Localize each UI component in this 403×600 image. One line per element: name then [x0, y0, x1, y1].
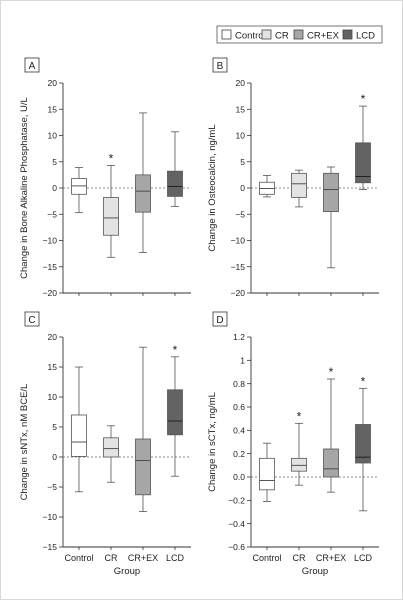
significance-marker-lcd: *	[173, 343, 178, 357]
y-tick-label: 5	[240, 157, 245, 167]
y-tick-label: −5	[235, 209, 245, 219]
y-tick-label: −0.4	[228, 519, 245, 529]
significance-marker-cr-ex: *	[329, 365, 334, 379]
box-cr-ex	[135, 438, 151, 496]
x-tick-label-lcd: LCD	[166, 553, 185, 563]
y-axis-title: Change in sNTx, nM BCE/L	[19, 384, 30, 501]
x-axis-title: Group	[302, 566, 328, 577]
box-cr	[103, 197, 119, 236]
significance-marker-lcd: *	[361, 92, 366, 106]
significance-marker-lcd: *	[361, 374, 366, 388]
box-lcd	[355, 424, 371, 464]
box-cr	[291, 457, 307, 472]
y-tick-label: 0.4	[233, 426, 245, 436]
panel-b: B −20 −15 −10 −5 0 5 10 15 20 Change in Osteocalci…	[207, 57, 379, 298]
y-tick-label: 20	[48, 332, 58, 342]
y-tick-label: 20	[48, 78, 58, 88]
y-tick-label: 5	[52, 422, 57, 432]
box-lcd	[355, 142, 371, 184]
y-tick-label: −0.2	[228, 496, 245, 506]
box-lcd	[167, 170, 183, 197]
box-cr	[103, 437, 119, 458]
y-tick-label: 0.6	[233, 402, 245, 412]
y-tick-label: −20	[43, 288, 58, 298]
y-tick-label: 0.2	[233, 449, 245, 459]
y-tick-label: 10	[236, 131, 246, 141]
box-lcd	[167, 389, 183, 436]
box-cr	[291, 172, 307, 198]
legend-swatch-control	[221, 29, 232, 40]
y-tick-label: 1	[240, 356, 245, 366]
y-tick-label: −15	[43, 262, 58, 272]
legend-swatch-lcd	[342, 29, 353, 40]
panel-letter-box	[24, 311, 40, 327]
y-tick-label: 0	[52, 183, 57, 193]
x-tick-label-control: Control	[252, 553, 281, 563]
panel-letter: B	[217, 61, 224, 72]
legend-label-cr: CR	[275, 31, 289, 42]
box-cr-ex	[135, 174, 151, 213]
x-tick-label-lcd: LCD	[354, 553, 373, 563]
panel-d: D −0.6 −0.4 −0.2 0.0 0.2 0.4 0.6 0.8 1 1.2 Change i…	[207, 311, 379, 577]
x-tick-label-control: Control	[64, 553, 93, 563]
y-axis-title: Change in Osteocalcin, ng/mL	[207, 124, 218, 251]
y-tick-label: 0.0	[233, 472, 245, 482]
box-control	[71, 414, 87, 457]
y-tick-label: 10	[48, 392, 58, 402]
y-tick-label: 0	[240, 183, 245, 193]
y-tick-label: 20	[236, 78, 246, 88]
y-axis-title: Change in Bone Alkaline Phosphatase, U/L	[19, 97, 30, 279]
x-tick-label-cr-ex: CR+EX	[128, 553, 158, 563]
panel-a: A −20 −15 −10 −5 0 5 10 15 20 Change in Bone Alkal…	[19, 57, 191, 298]
y-tick-label: 0.8	[233, 379, 245, 389]
x-tick-label-cr-ex: CR+EX	[316, 553, 346, 563]
panel-letter-box	[212, 57, 228, 73]
panel-c: C −15 −10 −5 0 5 10 15 20 Change in sNTx, nM BCE/…	[19, 311, 191, 577]
y-tick-label: −5	[47, 209, 57, 219]
y-tick-label: −0.6	[228, 542, 245, 552]
y-tick-label: 1.2	[233, 332, 245, 342]
legend-swatch-cr-ex	[293, 29, 304, 40]
panel-letter: C	[28, 315, 35, 326]
panel-letter: D	[216, 315, 223, 326]
panel-letter-box	[212, 311, 228, 327]
y-tick-label: −20	[231, 288, 246, 298]
y-axis-title: Change in sCTx, ng/mL	[207, 392, 218, 492]
x-tick-label-cr: CR	[293, 553, 306, 563]
legend-label-lcd: LCD	[356, 31, 375, 42]
y-tick-label: 15	[48, 362, 58, 372]
legend-swatch-cr	[261, 29, 272, 40]
legend-label-cr-ex: CR+EX	[307, 31, 340, 42]
box-control	[71, 178, 87, 195]
panel-letter: A	[29, 61, 36, 72]
significance-marker-cr: *	[297, 409, 302, 423]
x-axis-title: Group	[114, 566, 140, 577]
y-tick-label: 10	[48, 131, 58, 141]
y-tick-label: −10	[43, 512, 58, 522]
y-tick-label: 0	[52, 452, 57, 462]
y-tick-label: −5	[47, 482, 57, 492]
x-tick-label-cr: CR	[105, 553, 118, 563]
y-tick-label: −10	[43, 236, 58, 246]
box-cr-ex	[323, 448, 339, 478]
y-tick-label: 15	[236, 104, 246, 114]
y-tick-label: −15	[43, 542, 58, 552]
y-tick-label: 15	[48, 104, 58, 114]
box-cr-ex	[323, 172, 339, 213]
significance-marker-cr: *	[109, 151, 114, 165]
y-tick-label: −15	[231, 262, 246, 272]
y-tick-label: 5	[52, 157, 57, 167]
legend-label-control: Control	[235, 31, 266, 42]
panel-letter-box	[24, 57, 40, 73]
y-tick-label: −10	[231, 236, 246, 246]
legend: Control CR CR+EX LCD	[216, 25, 383, 44]
box-control	[259, 457, 275, 491]
